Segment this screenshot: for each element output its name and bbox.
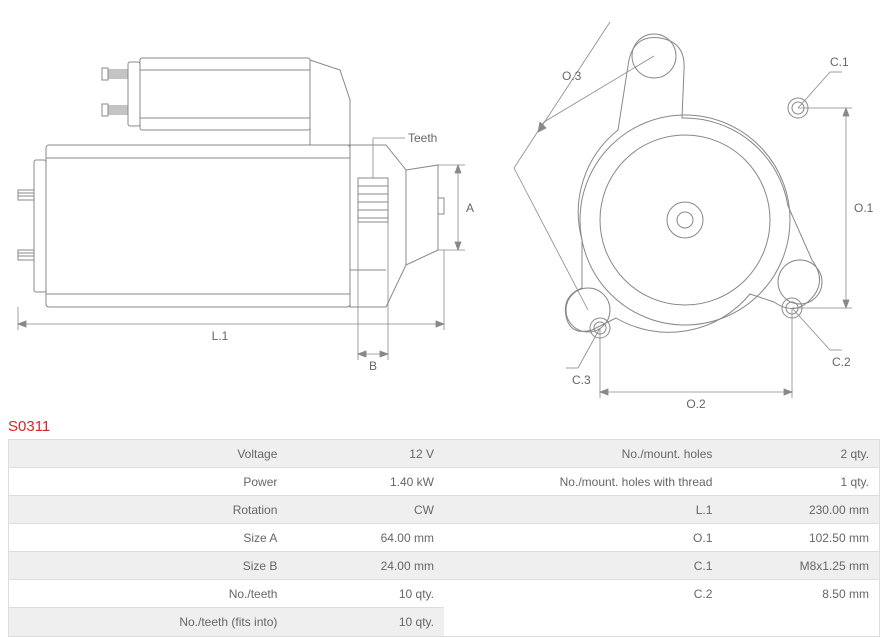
label-C3: C.3 bbox=[572, 373, 591, 387]
spec-col-right: No./mount. holes2 qty.No./mount. holes w… bbox=[444, 440, 879, 636]
spec-label: Size B bbox=[9, 559, 287, 573]
spec-label: C.1 bbox=[444, 559, 722, 573]
front-view-diagram: O.3 C.1 O.1 bbox=[500, 10, 880, 410]
front-view-svg: O.3 C.1 O.1 bbox=[500, 10, 880, 410]
spec-row: No./teeth (fits into)10 qty. bbox=[9, 608, 444, 636]
spec-label: No./mount. holes with thread bbox=[444, 475, 722, 489]
spec-row: Size B24.00 mm bbox=[9, 552, 444, 580]
spec-row: C.28.50 mm bbox=[444, 580, 879, 608]
spec-label: C.2 bbox=[444, 587, 722, 601]
spec-row: Size A64.00 mm bbox=[9, 524, 444, 552]
page: Teeth A L.1 bbox=[0, 0, 889, 637]
label-O3: O.3 bbox=[562, 69, 582, 83]
spec-row: O.1102.50 mm bbox=[444, 524, 879, 552]
spec-value: CW bbox=[287, 503, 444, 517]
spec-label: Voltage bbox=[9, 447, 287, 461]
label-O1: O.1 bbox=[854, 201, 874, 215]
spec-label: No./mount. holes bbox=[444, 447, 722, 461]
label-L1: L.1 bbox=[212, 329, 229, 343]
spec-col-left: Voltage12 VPower1.40 kWRotationCWSize A6… bbox=[9, 440, 444, 636]
spec-value: 1.40 kW bbox=[287, 475, 444, 489]
label-O2: O.2 bbox=[686, 397, 706, 410]
spec-label: O.1 bbox=[444, 531, 722, 545]
label-C1: C.1 bbox=[830, 55, 849, 69]
spec-label: Rotation bbox=[9, 503, 287, 517]
label-teeth: Teeth bbox=[408, 131, 437, 145]
spec-value: 102.50 mm bbox=[722, 531, 879, 545]
label-C2: C.2 bbox=[832, 355, 851, 369]
spec-table: Voltage12 VPower1.40 kWRotationCWSize A6… bbox=[8, 439, 880, 637]
spec-row: No./mount. holes2 qty. bbox=[444, 440, 879, 468]
spec-label: No./teeth (fits into) bbox=[9, 615, 287, 629]
label-B: B bbox=[369, 359, 377, 373]
spec-value: 230.00 mm bbox=[722, 503, 879, 517]
part-number: S0311 bbox=[0, 410, 889, 439]
spec-label: No./teeth bbox=[9, 587, 287, 601]
spec-row: Power1.40 kW bbox=[9, 468, 444, 496]
spec-value: 24.00 mm bbox=[287, 559, 444, 573]
spec-label: Size A bbox=[9, 531, 287, 545]
spec-value: 12 V bbox=[287, 447, 444, 461]
spec-value: M8x1.25 mm bbox=[722, 559, 879, 573]
spec-row: No./mount. holes with thread1 qty. bbox=[444, 468, 879, 496]
spec-label: Power bbox=[9, 475, 287, 489]
spec-row: RotationCW bbox=[9, 496, 444, 524]
spec-value: 10 qty. bbox=[287, 587, 444, 601]
side-view-diagram: Teeth A L.1 bbox=[10, 10, 480, 390]
spec-value: 1 qty. bbox=[722, 475, 879, 489]
spec-value: 10 qty. bbox=[287, 615, 444, 629]
spec-value: 2 qty. bbox=[722, 447, 879, 461]
diagrams-row: Teeth A L.1 bbox=[0, 0, 889, 410]
side-view-svg: Teeth A L.1 bbox=[10, 10, 480, 390]
spec-value: 64.00 mm bbox=[287, 531, 444, 545]
spec-row: Voltage12 V bbox=[9, 440, 444, 468]
label-A: A bbox=[466, 201, 474, 215]
spec-row: L.1230.00 mm bbox=[444, 496, 879, 524]
spec-row: No./teeth10 qty. bbox=[9, 580, 444, 608]
spec-label: L.1 bbox=[444, 503, 722, 517]
spec-value: 8.50 mm bbox=[722, 587, 879, 601]
spec-row: C.1M8x1.25 mm bbox=[444, 552, 879, 580]
